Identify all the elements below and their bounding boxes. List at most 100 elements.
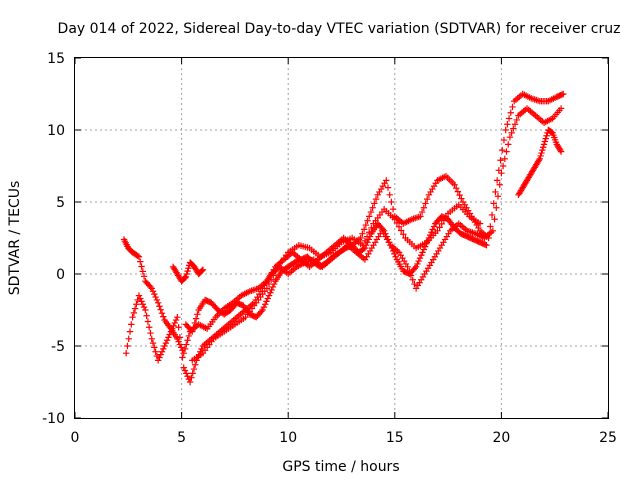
y-axis-label: SDTVAR / TECUs: [7, 181, 23, 296]
data-point: [183, 270, 190, 278]
data-point: [560, 90, 567, 98]
data-point: [185, 332, 193, 340]
data-point: [384, 184, 392, 191]
data-point: [392, 253, 399, 260]
data-point: [540, 141, 548, 148]
data-point: [180, 350, 187, 357]
data-point: [149, 288, 157, 295]
x-tick-labels: 0 5 10 15 20 25: [71, 430, 617, 446]
data-point: [502, 126, 509, 134]
data-point: [272, 267, 279, 275]
data-point: [458, 195, 465, 202]
data-point: [492, 188, 499, 196]
data-point: [160, 345, 167, 353]
data-point: [176, 334, 184, 341]
data-point: [163, 337, 171, 344]
data-point: [147, 283, 154, 291]
data-point: [543, 132, 550, 139]
data-point: [144, 318, 152, 325]
data-point: [154, 357, 162, 364]
data-point: [416, 254, 424, 262]
data-point: [476, 220, 484, 227]
data-point: [362, 221, 370, 229]
data-point: [393, 219, 401, 227]
data-point: [361, 237, 369, 245]
data-point: [507, 109, 514, 116]
data-point: [143, 312, 150, 319]
data-point: [264, 295, 271, 302]
data-point: [389, 206, 397, 213]
data-point: [265, 280, 273, 288]
data-point: [537, 152, 544, 160]
x-tick-label: 15: [386, 430, 404, 446]
x-tick-label: 0: [71, 430, 80, 446]
data-point: [145, 324, 153, 331]
data-point: [191, 319, 199, 327]
data-point: [494, 193, 502, 200]
y-tick-label: 15: [47, 51, 65, 67]
data-point: [367, 208, 375, 216]
data-point: [510, 125, 517, 132]
data-point: [160, 313, 167, 320]
data-point: [488, 211, 496, 219]
data-point: [189, 328, 196, 335]
data-point: [140, 273, 148, 280]
data-point: [194, 311, 201, 318]
data-point: [184, 373, 191, 380]
data-point: [418, 252, 425, 259]
data-point: [359, 242, 367, 249]
data-point: [387, 242, 394, 249]
y-tick-label: 0: [56, 267, 65, 283]
data-point: [412, 263, 420, 270]
data-point: [139, 268, 146, 275]
data-point: [395, 223, 403, 230]
data-point: [138, 298, 145, 305]
data-points: [120, 90, 567, 386]
y-tick-label: -10: [42, 411, 65, 427]
axis-ticks: [74, 57, 609, 419]
data-point: [151, 344, 158, 351]
data-point: [409, 276, 416, 283]
data-point: [156, 354, 163, 361]
data-point: [158, 348, 166, 355]
data-point: [456, 191, 463, 199]
data-point: [154, 299, 162, 306]
data-point: [147, 329, 154, 337]
data-point: [192, 315, 200, 322]
data-point: [199, 266, 207, 273]
data-point: [166, 331, 173, 338]
series-track-d: [189, 201, 484, 364]
data-point: [391, 216, 398, 223]
data-point: [170, 322, 177, 330]
plot-frame: [74, 57, 609, 419]
data-point: [382, 230, 389, 237]
data-point: [263, 298, 270, 305]
data-point: [129, 314, 136, 321]
data-point: [397, 227, 405, 234]
data-point: [177, 344, 185, 351]
data-point: [140, 303, 148, 311]
data-point: [185, 265, 192, 272]
data-point: [420, 204, 427, 211]
data-point: [186, 378, 194, 386]
data-point: [498, 170, 505, 177]
data-point: [128, 321, 135, 328]
data-point: [179, 354, 186, 361]
data-point: [454, 188, 462, 195]
data-point: [135, 253, 143, 260]
data-point: [124, 342, 131, 350]
data-point: [388, 198, 395, 206]
data-point: [151, 290, 158, 298]
data-point: [133, 301, 140, 308]
data-point: [383, 177, 390, 184]
data-point: [198, 267, 206, 274]
data-point: [261, 301, 269, 308]
data-point: [258, 308, 265, 315]
data-point: [497, 157, 504, 164]
data-point: [137, 295, 144, 302]
data-point: [414, 260, 421, 268]
data-point: [391, 250, 398, 258]
data-point: [490, 200, 497, 207]
data-point: [511, 121, 519, 128]
